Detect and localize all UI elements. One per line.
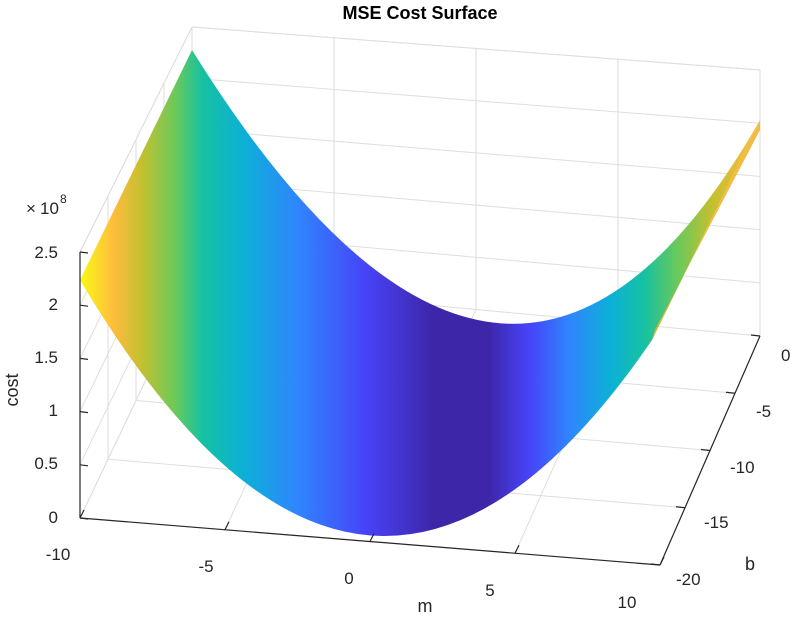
y-tick-label: -15 [704,513,729,532]
x-tick-mark [369,533,375,542]
x-tick-mark [659,556,665,566]
z-tick-marks [79,251,89,520]
y-tick-labels: 0 -5 -10 -15 -20 [676,346,790,589]
x-tick-label: 5 [485,581,494,600]
y-tick-label: -5 [756,402,771,421]
z-tick-mark [79,464,89,467]
z-exponent-base: 10 [40,199,59,218]
y-tick-label: 0 [781,346,790,365]
y-tick-mark [700,448,711,452]
z-exponent-power: 8 [60,192,67,206]
z-tick-mark [79,517,89,520]
z-tick-label: 2.5 [34,243,58,262]
x-tick-mark [224,521,230,531]
y-axis-label: b [745,554,755,574]
y-tick-marks [650,334,761,566]
x-tick-labels: -10 -5 0 5 10 [46,545,637,612]
z-tick-mark [79,251,89,254]
cost-surface [80,50,760,536]
z-tick-mark [79,304,89,307]
x-tick-marks [79,509,665,566]
x-tick-mark [514,544,520,554]
back-grid-horizontal [191,128,761,177]
x-tick-mark [79,509,85,519]
back-wall-gridlines [191,26,761,336]
z-tick-mark [79,411,89,414]
y-tick-label: -10 [730,458,755,477]
surface-patch [80,50,760,536]
x-axis-label: m [418,596,433,616]
back-grid-horizontal [191,26,761,71]
chart-title: MSE Cost Surface [342,3,497,23]
z-exponent: × 10 8 [26,192,67,218]
surface-right-side [652,120,760,340]
y-tick-mark [725,391,736,394]
front-axes [79,251,761,566]
z-tick-label: 0 [49,508,58,527]
z-tick-mark [79,357,89,360]
z-tick-label: 0.5 [34,454,58,473]
z-tick-labels: 0 0.5 1 1.5 2 2.5 [34,243,58,527]
z-tick-label: 2 [49,295,58,314]
z-tick-label: 1.5 [34,348,58,367]
back-grid-horizontal [191,77,761,124]
y-tick-mark [675,506,686,509]
z-tick-label: 1 [49,401,58,420]
z-exponent-times: × [26,199,36,218]
y-tick-mark [750,334,761,337]
x-tick-label: -10 [46,545,71,564]
z-axis-label: cost [2,373,22,406]
x-tick-label: 10 [618,593,637,612]
x-tick-label: 0 [344,569,353,588]
y-tick-mark [650,563,661,566]
x-tick-label: -5 [198,557,213,576]
y-tick-label: -20 [676,570,701,589]
